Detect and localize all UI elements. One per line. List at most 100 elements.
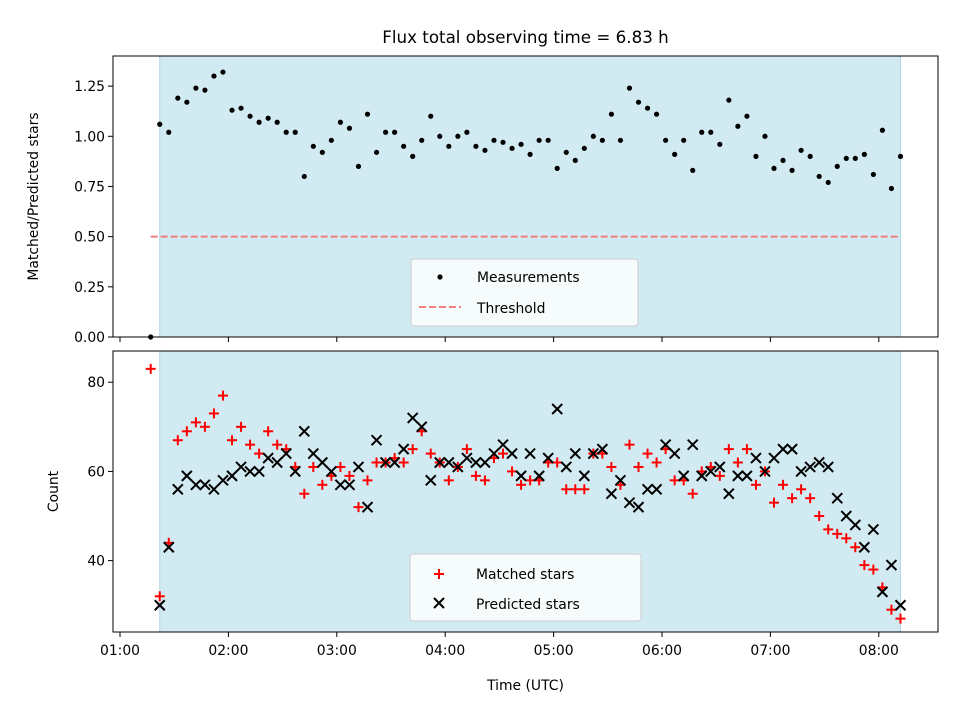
predicted-point [741,470,753,482]
measurement-point [834,163,840,169]
measurement-point [672,151,678,157]
predicted-point [524,447,536,460]
predicted-point [253,465,265,478]
measurement-point [247,113,253,119]
ratio-y-tick-label: 1.00 [74,129,105,145]
predicted-point [885,559,898,571]
legend-marker-predicted [433,597,445,609]
matched-point [245,439,256,450]
measurement-point [897,153,904,159]
count-panel-frame [112,350,939,633]
predicted-point-b [307,447,320,460]
predicted-point [280,447,292,460]
predicted-point-b [470,456,482,469]
predicted-point-b [524,447,536,460]
predicted-point-b [425,474,437,487]
predicted-point [452,461,464,473]
matched-point [859,560,870,571]
predicted-point-b [434,456,446,469]
predicted-point [867,523,880,536]
matched-point [886,604,897,615]
count-x-tick-label: 06:00 [642,643,682,659]
measurement-point [861,151,867,157]
matched-point [552,457,563,468]
predicted-point [461,452,473,464]
predicted-point [434,456,446,469]
predicted-point-b [452,461,464,473]
measurement-point [617,137,624,143]
matched-point [642,448,653,459]
matched-point [407,444,418,455]
predicted-point-b [578,470,591,482]
predicted-point [343,479,356,491]
predicted-point [515,470,527,482]
matched-point [606,461,617,472]
measurement-point [581,145,587,151]
predicted-point-b [488,447,500,460]
measurement-point [193,85,199,91]
measurement-point [419,137,425,143]
legend-predicted-glyph [433,597,445,609]
predicted-point [244,465,256,478]
ratio-y-tick-label: 0.50 [74,230,105,246]
predicted-point-b [361,501,374,513]
measurement-point [337,119,344,125]
predicted-point [217,474,229,487]
measurement-point [518,141,524,147]
predicted-point-b [804,461,816,473]
measurement-point [536,137,542,143]
predicted-point-b [677,470,690,482]
predicted-point-b [199,479,211,491]
predicted-stars-series [154,403,907,611]
predicted-point [370,434,383,446]
predicted-point-b [569,447,581,460]
predicted-point-b [885,559,898,571]
measurement-point [482,147,488,153]
measurement-point [807,153,813,159]
predicted-point-b [768,452,780,464]
predicted-point-b [795,465,807,478]
predicted-point [623,496,636,509]
ratio-x-axis [119,337,880,342]
measurement-point [382,129,389,135]
measurement-point [744,113,750,119]
measurement-point [843,155,849,161]
predicted-point [632,501,645,513]
measurement-point [644,105,651,111]
measurement-point [364,111,371,117]
measurement-point [717,141,723,147]
count-x-tick-label: 01:00 [100,643,140,659]
count-panel: 40 60 80 01:00 02:00 03:00 04:00 05:00 06:00 07:… [46,350,939,694]
matched-point [823,524,834,535]
predicted-point-b [181,470,193,482]
measurement-point [572,157,578,163]
matched-point [868,564,879,575]
matched-point [172,435,183,446]
predicted-point [894,599,907,611]
predicted-point [163,541,175,553]
predicted-point-b [687,438,699,451]
predicted-point [397,443,410,455]
predicted-point-b [831,492,843,504]
matched-point [651,457,662,468]
predicted-point-b [406,412,419,424]
predicted-point-b [208,483,220,495]
predicted-point [614,474,627,487]
matched-point [723,444,734,455]
matched-point [470,470,481,481]
matched-point [254,448,265,459]
predicted-point [181,470,193,482]
predicted-point-b [226,470,238,482]
measurement-point [310,143,316,149]
predicted-point [840,510,852,522]
count-y-axis-label: Count [46,470,62,512]
predicted-point-b [894,599,907,611]
predicted-point [533,470,545,482]
predicted-point [154,599,166,611]
predicted-point-b [786,443,798,455]
predicted-point [470,456,482,469]
matched-point [787,493,798,504]
predicted-point [723,488,735,500]
predicted-point-b [759,465,771,478]
measurement-point [762,133,768,139]
